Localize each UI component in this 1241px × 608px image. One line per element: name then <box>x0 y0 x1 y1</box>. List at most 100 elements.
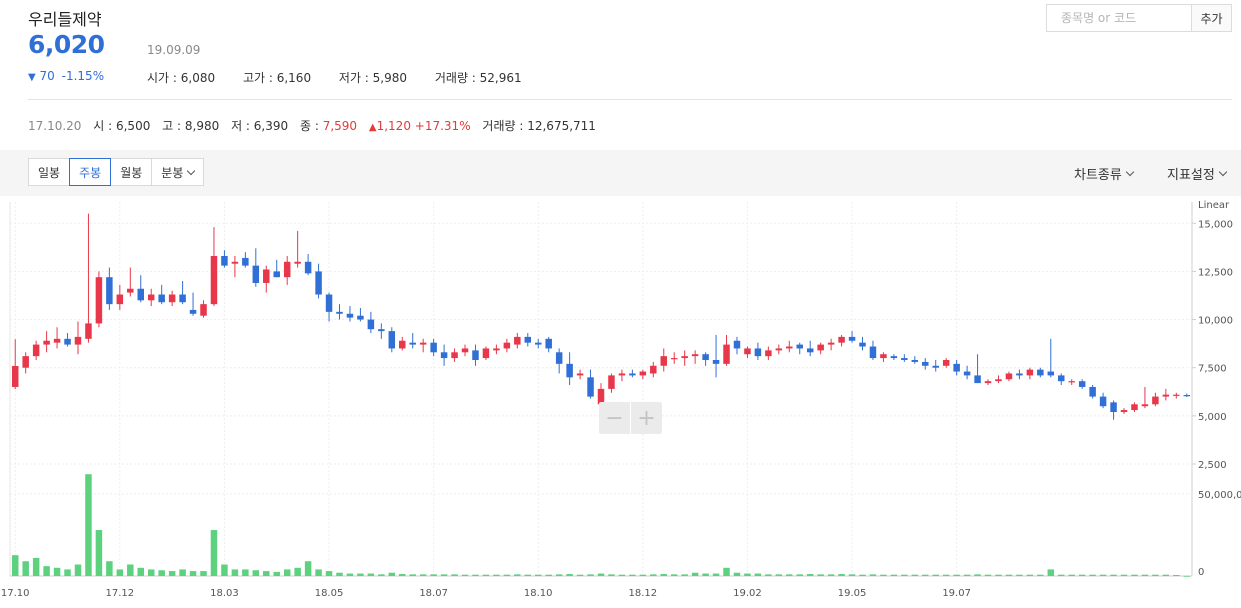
candle-body <box>775 348 783 351</box>
volume-bar <box>482 574 490 576</box>
candle-body <box>503 342 511 349</box>
add-stock-button[interactable]: 추가 <box>1192 5 1231 31</box>
y-tick-label: 12,500 <box>1198 267 1233 278</box>
high-value: 6,160 <box>276 71 312 85</box>
volume-bar <box>786 574 793 576</box>
candle-body <box>754 348 762 357</box>
volume-bar <box>723 567 730 576</box>
candle-body <box>200 304 207 316</box>
candle-body <box>702 354 709 360</box>
volume-bar <box>189 571 197 576</box>
candle-body <box>765 350 772 357</box>
candle-body <box>660 356 668 366</box>
candle-body <box>11 365 19 387</box>
volume-bar <box>953 574 960 576</box>
volume-bar <box>43 566 50 576</box>
zoom-control: − + <box>599 402 662 434</box>
candle-body <box>168 294 176 303</box>
candle-body <box>325 294 333 312</box>
volume-bar <box>210 530 218 576</box>
candle-body <box>639 371 647 376</box>
candle-body <box>482 348 490 359</box>
volume-bar <box>984 574 992 576</box>
volume-bar <box>127 564 134 576</box>
candle-body <box>524 336 532 343</box>
volume-bar <box>22 561 29 576</box>
candle-body <box>712 360 720 364</box>
hover-open-label: 시 : <box>93 119 116 133</box>
volume-bar <box>53 567 61 576</box>
indicator-settings-label: 지표설정 <box>1167 168 1215 183</box>
volume-bar <box>702 573 709 576</box>
volume-bar <box>252 570 260 576</box>
candle-body <box>158 294 165 303</box>
candle-body <box>859 342 866 347</box>
quote-date: 19.09.09 <box>147 43 201 57</box>
volume-bar <box>1173 575 1180 576</box>
candle-body <box>786 346 793 349</box>
volume-bar <box>681 574 688 576</box>
tab-daily[interactable]: 일봉 <box>28 158 71 186</box>
candle-body <box>1131 404 1138 411</box>
candlestick-chart[interactable]: 17.10 17.12 18.03 18.05 18.07 18.10 18.12 19.02… <box>0 196 1241 608</box>
volume-bar <box>283 569 291 576</box>
volume-bar <box>524 574 532 576</box>
zoom-in-button[interactable]: + <box>637 405 656 431</box>
chevron-down-icon <box>1125 167 1135 177</box>
indicator-settings-menu[interactable]: 지표설정 <box>1167 164 1228 183</box>
candle-body <box>1016 373 1023 376</box>
volume-bar <box>932 574 939 576</box>
volume-bar <box>922 574 929 576</box>
volume-bar <box>325 571 333 576</box>
tab-minute[interactable]: 분봉 <box>151 158 205 186</box>
candle-body <box>472 350 479 360</box>
candle-body <box>263 269 270 283</box>
candle-body <box>1058 375 1065 382</box>
tab-monthly[interactable]: 월봉 <box>110 158 153 186</box>
hover-change: 1,120 <box>376 119 411 133</box>
candle-body <box>942 360 950 366</box>
volume-bar <box>1120 574 1128 576</box>
hover-volume: 12,675,711 <box>527 119 596 133</box>
volume-bar <box>158 570 165 576</box>
stock-search-input[interactable] <box>1047 5 1192 31</box>
tab-weekly[interactable]: 주봉 <box>69 158 112 186</box>
candle-body <box>273 271 280 278</box>
candle-body <box>357 315 364 320</box>
volume-bar <box>493 574 500 576</box>
volume-bar <box>1162 574 1170 576</box>
volume-bar <box>336 572 343 576</box>
candle-body <box>555 352 563 364</box>
candle-body <box>367 319 375 330</box>
candle-body <box>566 363 573 378</box>
candle-body <box>576 373 584 376</box>
candle-body <box>733 340 741 349</box>
stock-search-box: 추가 <box>1046 4 1232 32</box>
candle-body <box>95 277 103 324</box>
y-tick-label: 2,500 <box>1198 460 1227 471</box>
candle-body <box>1120 410 1128 412</box>
volume-tick-label: 0 <box>1198 567 1204 578</box>
volume-label: 거래량 : <box>434 71 480 85</box>
volume-bar <box>399 574 406 576</box>
volume-bar <box>419 574 427 576</box>
volume-bar <box>629 574 636 576</box>
volume-bar <box>901 574 908 576</box>
volume-bar <box>451 574 458 576</box>
zoom-out-button[interactable]: − <box>599 402 631 434</box>
chart-type-menu[interactable]: 차트종류 <box>1074 164 1135 183</box>
candle-body <box>901 358 908 360</box>
volume-bar <box>378 574 385 576</box>
y-tick-label: 15,000 <box>1198 219 1233 230</box>
candle-body <box>827 342 835 345</box>
candle-body <box>670 358 678 360</box>
candle-body <box>534 342 542 345</box>
candle-body <box>22 356 29 368</box>
candle-body <box>440 352 448 359</box>
volume-bar <box>388 572 396 576</box>
candle-body <box>691 354 699 357</box>
volume-bar <box>608 574 615 576</box>
volume-bar <box>147 569 155 576</box>
candle-body <box>974 375 981 384</box>
volume-bar <box>304 561 312 576</box>
